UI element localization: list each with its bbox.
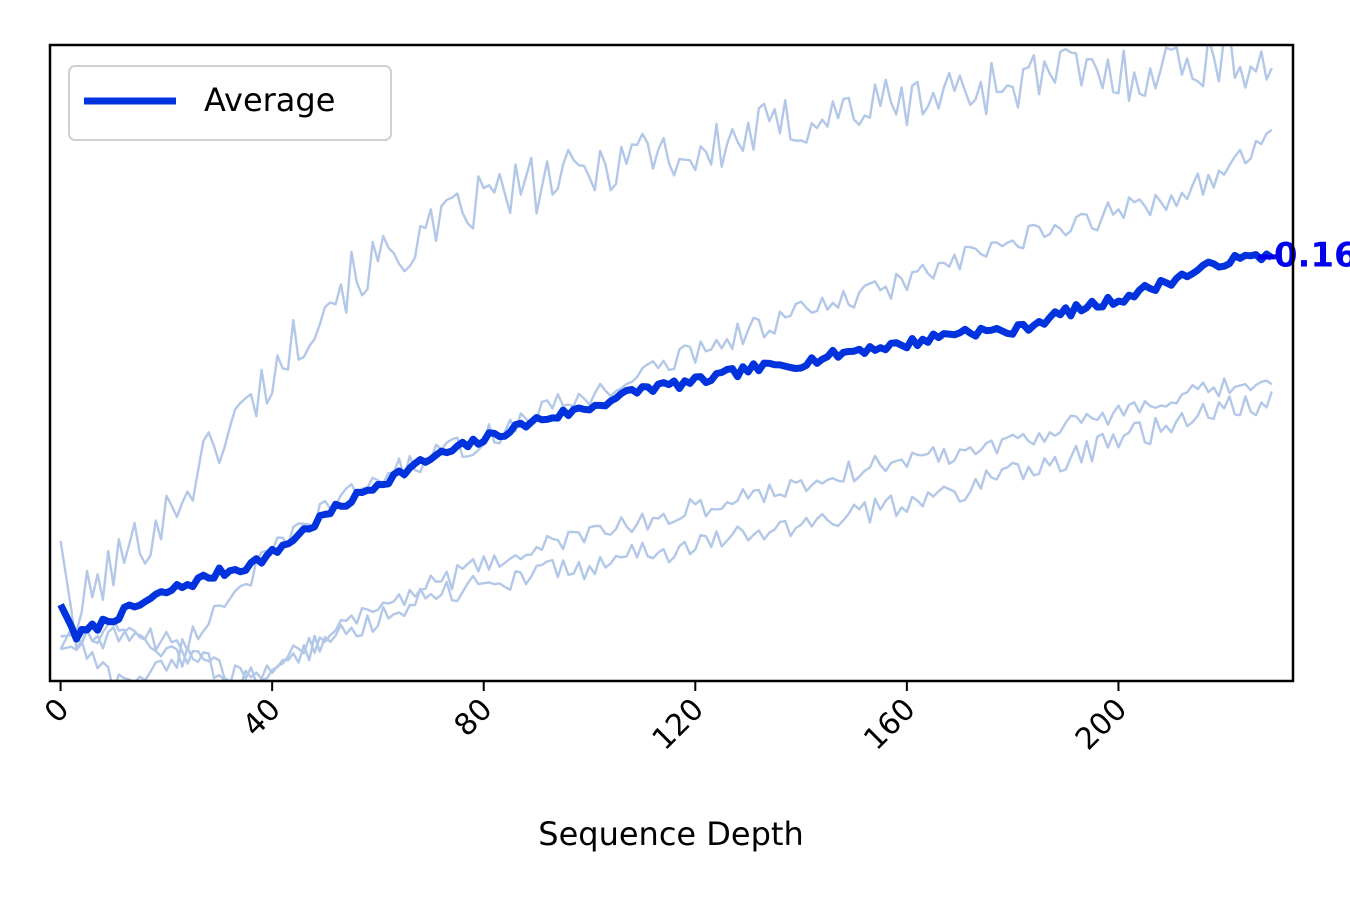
average-series-line (57, 250, 1274, 643)
series-layer (57, 45, 1274, 681)
end-value-label: 0.166 (1274, 235, 1350, 275)
individual-series-line-1 (59, 45, 1273, 650)
plot-frame (48, 43, 1295, 683)
x-axis-label: Sequence Depth (538, 815, 803, 853)
individual-series-line-2 (59, 128, 1273, 681)
legend-box (68, 65, 392, 141)
legend: Average (68, 65, 392, 141)
legend-label-average: Average (204, 81, 335, 119)
end-label-layer: 0.166 (1257, 235, 1350, 275)
individual-series-line-3 (60, 377, 1273, 681)
individual-series-line-4 (60, 391, 1273, 681)
